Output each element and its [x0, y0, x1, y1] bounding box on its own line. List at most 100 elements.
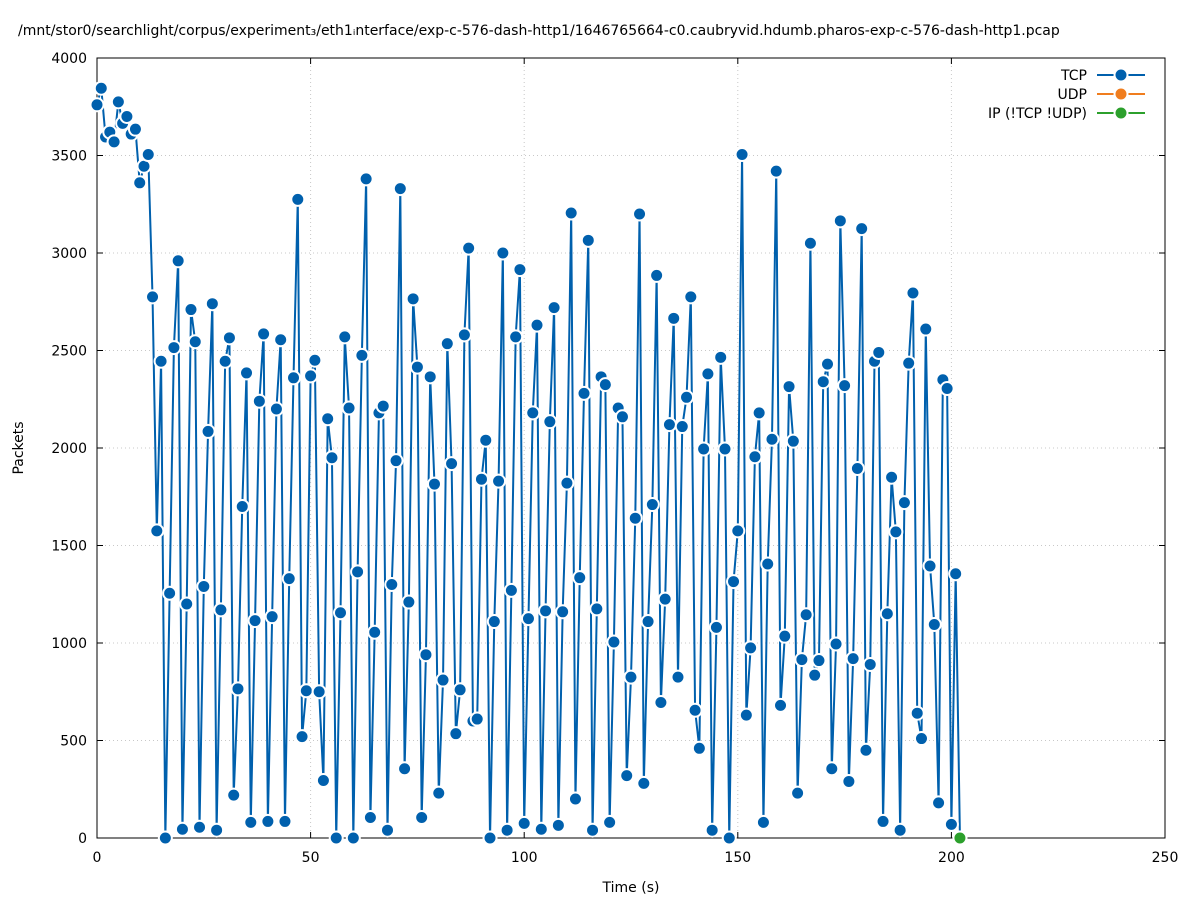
data-point	[743, 640, 759, 656]
data-point	[93, 80, 109, 96]
data-point	[738, 707, 754, 723]
data-point	[187, 334, 203, 350]
data-point	[901, 355, 917, 371]
data-point	[418, 647, 434, 663]
data-point	[213, 602, 229, 618]
data-point	[384, 577, 400, 592]
data-point	[320, 411, 336, 427]
data-point	[473, 471, 489, 487]
data-point	[589, 601, 605, 617]
data-point	[832, 213, 848, 229]
data-point	[345, 830, 361, 846]
data-point	[862, 656, 878, 672]
data-point	[948, 566, 964, 582]
data-point	[884, 469, 900, 485]
data-point	[614, 409, 630, 425]
data-point	[119, 109, 135, 124]
data-point	[768, 163, 784, 179]
data-point	[375, 398, 391, 414]
data-point	[879, 606, 895, 622]
data-point	[226, 787, 242, 803]
data-point	[602, 814, 618, 830]
data-point	[196, 578, 212, 594]
data-point	[337, 329, 353, 345]
data-point	[627, 510, 643, 526]
data-point	[426, 476, 442, 492]
y-tick-label: 3500	[51, 149, 87, 165]
data-point	[508, 329, 524, 345]
data-point	[516, 815, 532, 831]
data-point	[619, 768, 635, 784]
data-point	[815, 374, 831, 390]
data-point	[409, 359, 425, 375]
data-point	[367, 624, 383, 640]
data-point	[495, 245, 511, 261]
data-point	[89, 97, 105, 113]
data-point	[649, 267, 665, 283]
y-tick-label: 4000	[51, 51, 87, 67]
data-point	[546, 300, 562, 316]
data-point	[717, 441, 733, 457]
data-point	[661, 417, 677, 433]
data-point	[209, 822, 225, 838]
data-point	[503, 582, 519, 598]
data-point	[328, 830, 344, 846]
data-point	[277, 813, 293, 829]
data-point	[286, 370, 302, 386]
data-point	[153, 353, 169, 369]
data-point	[913, 731, 929, 747]
grid-lines	[97, 58, 1165, 838]
data-point	[294, 729, 310, 745]
x-tick-label: 150	[724, 850, 751, 866]
data-point	[730, 523, 746, 539]
data-point	[145, 289, 161, 305]
x-tick-label: 200	[938, 850, 965, 866]
data-point	[307, 352, 323, 368]
data-point	[943, 816, 959, 832]
data-point	[405, 291, 421, 307]
data-point	[760, 556, 776, 572]
data-point	[542, 414, 558, 430]
data-point	[580, 232, 596, 248]
legend-marker	[1113, 67, 1129, 83]
legend-marker	[1113, 105, 1129, 121]
data-point	[691, 740, 707, 756]
data-point	[529, 317, 545, 333]
data-point	[311, 684, 327, 700]
chart-title: /mnt/stor0/searchlight/corpus/experiment…	[18, 23, 1060, 39]
data-point	[781, 379, 797, 395]
data-point	[239, 365, 255, 381]
data-point	[273, 332, 289, 348]
data-point	[149, 523, 165, 539]
data-point	[824, 761, 840, 777]
data-point	[802, 235, 818, 251]
data-point	[896, 495, 912, 511]
data-point	[439, 336, 455, 352]
data-point	[875, 813, 891, 829]
data-point	[491, 473, 507, 489]
data-point	[362, 810, 378, 826]
x-tick-label: 100	[511, 850, 538, 866]
data-point	[567, 791, 583, 807]
data-point	[379, 822, 395, 838]
data-point	[179, 596, 195, 612]
data-point	[298, 683, 314, 699]
data-point	[721, 830, 737, 846]
data-point	[657, 591, 673, 607]
data-point	[841, 773, 857, 789]
data-point	[713, 349, 729, 365]
data-point	[674, 419, 690, 435]
data-point	[700, 366, 716, 382]
data-point	[350, 564, 366, 580]
data-point	[482, 830, 498, 846]
data-point	[256, 326, 272, 342]
x-axis-label: Time (s)	[602, 880, 660, 896]
data-point	[260, 813, 276, 829]
data-point	[555, 604, 571, 620]
data-point	[734, 147, 750, 163]
data-point	[683, 289, 699, 305]
data-point	[640, 614, 656, 630]
data-point	[431, 785, 447, 801]
data-point	[849, 460, 865, 476]
